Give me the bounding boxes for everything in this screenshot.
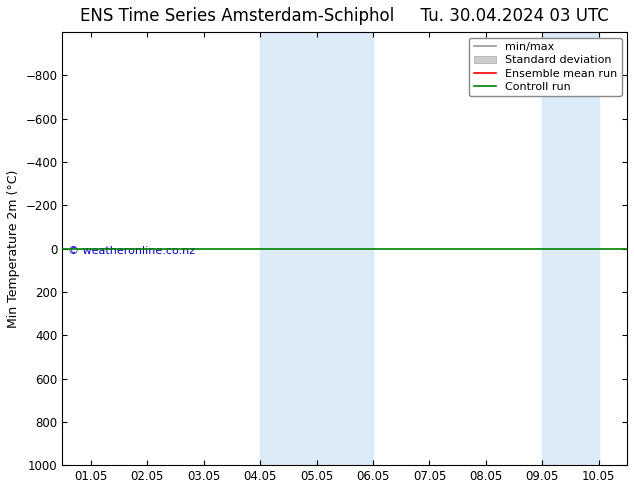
Bar <box>542 32 599 465</box>
Bar <box>260 32 316 465</box>
Title: ENS Time Series Amsterdam-Schiphol     Tu. 30.04.2024 03 UTC: ENS Time Series Amsterdam-Schiphol Tu. 3… <box>81 7 609 25</box>
Bar <box>316 32 373 465</box>
Legend: min/max, Standard deviation, Ensemble mean run, Controll run: min/max, Standard deviation, Ensemble me… <box>469 38 621 97</box>
Text: © weatheronline.co.nz: © weatheronline.co.nz <box>68 246 195 256</box>
Y-axis label: Min Temperature 2m (°C): Min Temperature 2m (°C) <box>7 170 20 328</box>
